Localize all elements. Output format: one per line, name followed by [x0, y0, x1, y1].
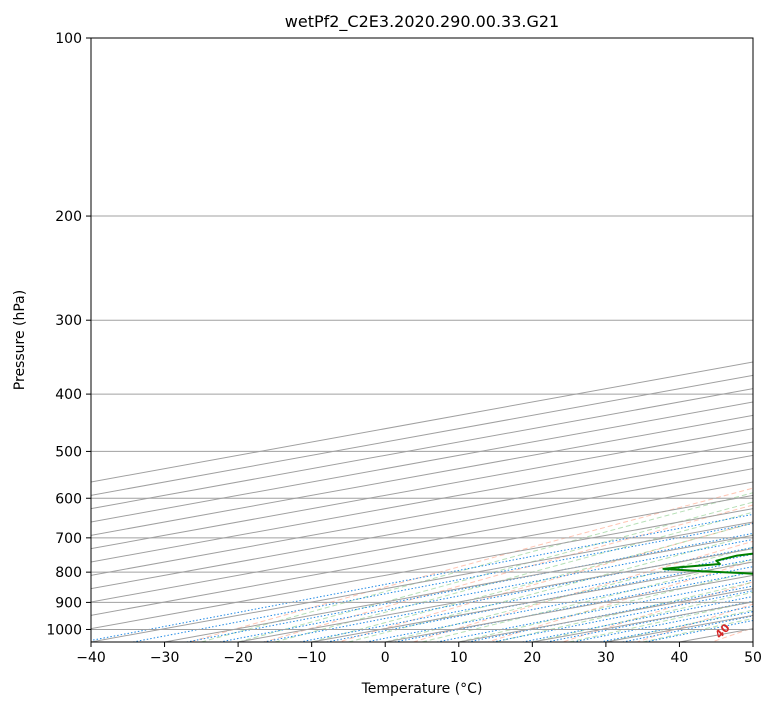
y-tick-label: 200: [55, 209, 82, 225]
y-axis-label: Pressure (hPa): [12, 290, 28, 390]
x-tick-label: −10: [297, 650, 327, 666]
moist-adiabat: [275, 374, 775, 642]
mixing-ratio-line: [133, 451, 775, 642]
dry-adiabat: [339, 38, 775, 642]
y-tick-label: 800: [55, 565, 82, 581]
moist-adiabat: [569, 95, 775, 642]
mixing-ratio-line: [187, 451, 775, 642]
mixing-ratio-line: [523, 451, 775, 642]
moist-adiabat: [312, 352, 775, 642]
y-tick-label: 400: [55, 387, 82, 403]
moist-adiabat: [201, 413, 775, 642]
mixing-ratio-line: [493, 451, 775, 642]
dry-adiabat: [413, 38, 775, 642]
mixing-ratio-line: [437, 451, 775, 642]
isotherm-line: [679, 38, 775, 642]
x-tick-label: −40: [76, 650, 106, 666]
chart-title: wetPf2_C2E3.2020.290.00.33.G21: [285, 12, 559, 32]
mixing-ratio-line: [645, 451, 775, 642]
y-tick-label: 700: [55, 531, 82, 547]
moist-adiabat: [238, 394, 775, 642]
isotherm-label: 40: [713, 621, 733, 641]
dry-adiabat: [190, 38, 775, 642]
x-tick-label: −20: [223, 650, 253, 666]
x-tick-label: 10: [450, 650, 468, 666]
x-tick-label: 50: [744, 650, 762, 666]
mixing-ratio-line: [366, 451, 775, 642]
isotherm-line: [17, 38, 775, 642]
y-tick-label: 1000: [46, 623, 82, 639]
x-tick-label: 40: [670, 650, 688, 666]
y-tick-label: 300: [55, 313, 82, 329]
isotherm-line: [238, 38, 775, 642]
mixing-ratio-line: [83, 451, 775, 642]
x-tick-label: −30: [150, 650, 180, 666]
y-tick-label: 900: [55, 595, 82, 611]
isotherm-line: [459, 38, 775, 642]
isotherm-line: [165, 38, 775, 642]
isotherm-line: [753, 38, 775, 642]
x-tick-label: 20: [523, 650, 541, 666]
x-tick-label: 30: [597, 650, 615, 666]
moist-adiabat: [532, 159, 775, 642]
x-tick-label: 0: [381, 650, 390, 666]
isotherm-line: [91, 38, 775, 642]
mixing-ratio-line: [300, 451, 775, 642]
dry-adiabat: [563, 38, 775, 642]
y-tick-label: 600: [55, 491, 82, 507]
y-tick-label: 100: [55, 31, 82, 47]
moist-adiabat: [459, 241, 775, 643]
isotherm-line: [312, 38, 775, 642]
x-axis-label: Temperature (°C): [361, 681, 483, 697]
dry-adiabat: [712, 38, 775, 642]
y-tick-label: 500: [55, 444, 82, 460]
plot-frame: [91, 38, 753, 642]
